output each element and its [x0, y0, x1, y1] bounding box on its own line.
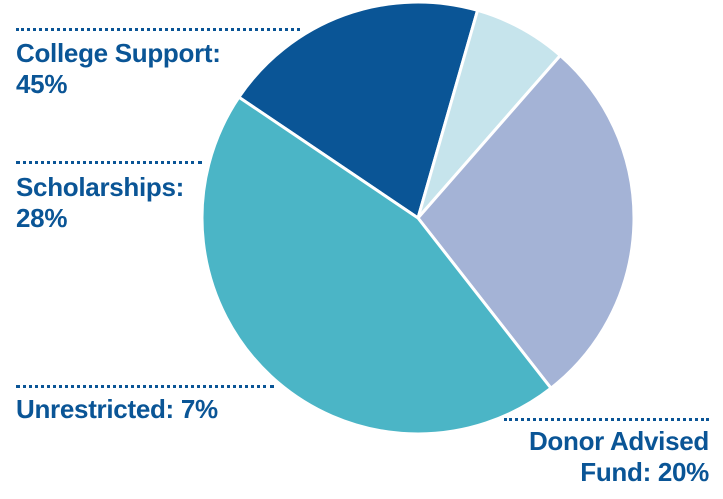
donor-advised-fund-leader-line: [504, 418, 709, 421]
college-support-label-value: 45%: [16, 69, 68, 99]
pie-slice-college-support: [200, 95, 553, 436]
unrestricted-label-text: Unrestricted: 7%: [16, 394, 218, 424]
scholarships-label: Scholarships: 28%: [16, 172, 184, 234]
donor-advised-fund-label-value: Fund: 20%: [580, 457, 709, 487]
pie-slices: [200, 0, 636, 436]
scholarships-leader-line: [16, 161, 202, 164]
college-support-label-name: College Support:: [16, 38, 221, 68]
unrestricted-leader-line: [16, 385, 274, 388]
pie-slice-scholarships: [416, 53, 636, 390]
college-support-leader-line: [16, 28, 300, 31]
scholarships-label-value: 28%: [16, 203, 68, 233]
pie-slice-donor-advised-fund: [237, 0, 480, 220]
donor-advised-fund-label: Donor Advised Fund: 20%: [529, 426, 709, 488]
college-support-label: College Support: 45%: [16, 38, 221, 100]
donor-advised-fund-label-name: Donor Advised: [528, 426, 709, 456]
scholarships-label-name: Scholarships:: [16, 172, 185, 202]
unrestricted-label: Unrestricted: 7%: [16, 394, 218, 425]
